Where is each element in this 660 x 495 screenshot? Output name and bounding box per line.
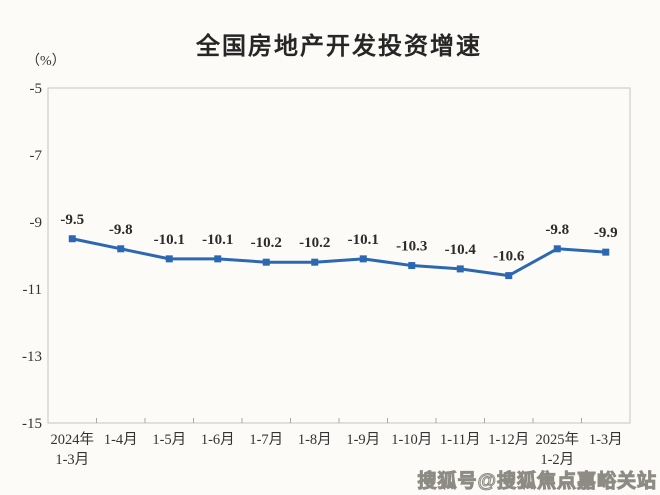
y-tick-label: -11 — [23, 282, 42, 298]
x-tick-label: 1-9月 — [346, 432, 380, 448]
data-point-marker — [214, 255, 222, 263]
y-axis-unit-label: （%） — [26, 54, 66, 69]
data-point-marker — [602, 248, 610, 256]
data-point-label: -9.8 — [545, 222, 569, 238]
data-point-marker — [68, 235, 76, 243]
y-tick-label: -7 — [30, 148, 43, 164]
data-point-marker — [553, 245, 561, 253]
x-tick-label: 1-11月 — [440, 432, 481, 448]
data-point-marker — [262, 258, 270, 266]
x-tick-label: 2024年 1-3月 — [51, 431, 95, 468]
data-point-marker — [165, 255, 173, 263]
y-tick-label: -5 — [30, 81, 43, 97]
x-tick-label: 1-6月 — [201, 432, 235, 448]
data-point-label: -9.5 — [60, 212, 84, 228]
x-tick-label: 1-8月 — [298, 432, 332, 448]
x-tick-label: 1-3月 — [589, 432, 623, 448]
data-point-marker — [311, 258, 319, 266]
x-tick-label: 1-7月 — [249, 432, 283, 448]
data-point-marker — [456, 265, 464, 273]
x-tick-label: 1-4月 — [104, 432, 138, 448]
data-point-label: -10.6 — [493, 249, 525, 265]
watermark: 搜狐号@搜狐焦点嘉峪关站 — [417, 471, 657, 493]
x-tick-label: 1-5月 — [152, 432, 186, 448]
data-point-label: -10.1 — [348, 232, 379, 248]
chart-title: 全国房地产开发投资增速 — [196, 33, 482, 60]
data-point-label: -10.2 — [299, 235, 330, 251]
x-tick-label: 1-10月 — [391, 432, 432, 448]
data-point-marker — [117, 245, 125, 253]
x-tick-label: 1-12月 — [488, 432, 529, 448]
y-tick-label: -9 — [30, 215, 43, 231]
data-point-label: -10.1 — [202, 232, 233, 248]
data-point-marker — [408, 262, 416, 270]
y-tick-label: -15 — [22, 416, 42, 432]
y-tick-label: -13 — [22, 349, 42, 365]
data-point-label: -10.2 — [251, 235, 282, 251]
data-point-marker — [359, 255, 367, 263]
x-tick-label: 2025年 1-2月 — [536, 431, 580, 468]
data-point-marker — [505, 272, 513, 280]
data-point-label: -10.1 — [154, 232, 185, 248]
data-point-label: -10.4 — [445, 242, 477, 258]
data-point-label: -9.9 — [594, 225, 618, 241]
data-point-label: -10.3 — [396, 239, 427, 255]
series-line — [70, 237, 608, 278]
data-point-label: -9.8 — [109, 222, 133, 238]
